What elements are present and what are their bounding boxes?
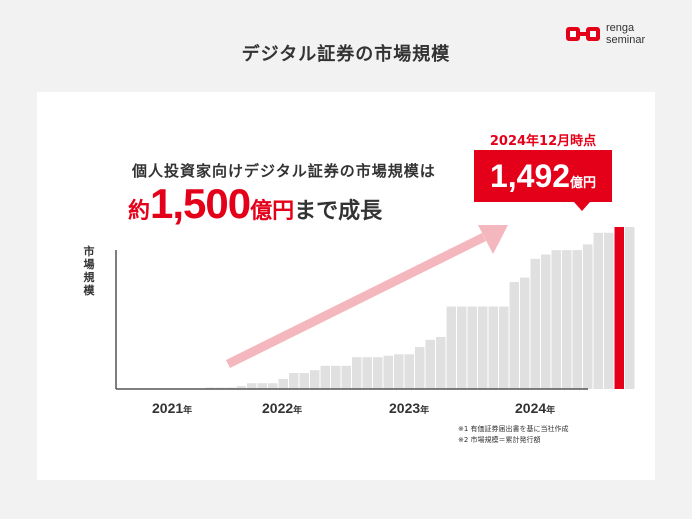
x-tick-2022: 2022年 [262, 400, 303, 416]
bar [299, 373, 309, 389]
bar [257, 383, 267, 389]
bars-group [205, 227, 635, 389]
bar [604, 232, 614, 389]
headline-suffix: まで成長 [294, 199, 383, 224]
bar-highlight [614, 227, 624, 389]
x-tick-2023: 2023年 [389, 400, 430, 416]
bar [625, 227, 635, 389]
trend-arrow [226, 225, 508, 369]
bar [278, 378, 288, 389]
trend-arrow-shaft [226, 232, 486, 369]
x-tick-2024: 2024年 [515, 400, 556, 416]
x-tick-2021: 2021年 [152, 400, 193, 416]
trend-arrow-head [478, 225, 508, 254]
headline-line1: 個人投資家向けデジタル証券の市場規模は [132, 162, 436, 180]
bar [488, 306, 498, 389]
bar [583, 244, 593, 389]
bar [383, 355, 393, 389]
page-title: デジタル証券の市場規模 [241, 44, 451, 65]
headline-prefix: 約 [128, 199, 151, 224]
callout-value: 1,492 [489, 158, 571, 194]
bar [520, 277, 530, 389]
bar [541, 254, 551, 389]
bar [331, 365, 341, 389]
bar [499, 306, 509, 389]
bar [562, 250, 572, 389]
bar [478, 306, 488, 389]
bar [436, 336, 446, 389]
renga-logo-icon [566, 27, 600, 41]
callout-unit: 億円 [570, 176, 597, 191]
bar [320, 365, 330, 389]
bar [352, 357, 362, 389]
bar [236, 386, 246, 389]
bar [593, 232, 603, 389]
bar [289, 373, 299, 389]
logo-text: renga seminar [606, 22, 645, 46]
bar [551, 250, 561, 389]
bar [446, 306, 456, 389]
bar [457, 306, 467, 389]
logo-line1: renga [606, 22, 635, 34]
bar [425, 339, 435, 389]
headline-line2: 約1,500億円まで成長 [128, 180, 382, 228]
bar [373, 357, 383, 389]
headline-number: 1,500 [150, 180, 251, 227]
footnote-1: ※1 有価証券届出書を基に当社作成 [458, 425, 569, 433]
footnote-2: ※2 市場規模＝累計発行額 [458, 436, 541, 444]
bar [362, 357, 372, 389]
bar [310, 370, 320, 389]
bar [247, 383, 257, 389]
logo-line2: seminar [606, 34, 646, 46]
logo: renga seminar [566, 22, 645, 46]
bar [341, 365, 351, 389]
y-axis-label: 市場規模 [83, 245, 95, 297]
bar [509, 281, 519, 389]
bar [268, 383, 278, 389]
callout-pointer [574, 202, 590, 211]
bar [572, 250, 582, 389]
bar [530, 258, 540, 389]
bar [404, 354, 414, 389]
callout-box: 1,492億円 [474, 150, 612, 202]
bar [415, 347, 425, 389]
bar [467, 306, 477, 389]
bar [394, 354, 404, 389]
headline-unit: 億円 [250, 199, 295, 224]
callout-date: 2024年12月時点 [489, 134, 597, 149]
